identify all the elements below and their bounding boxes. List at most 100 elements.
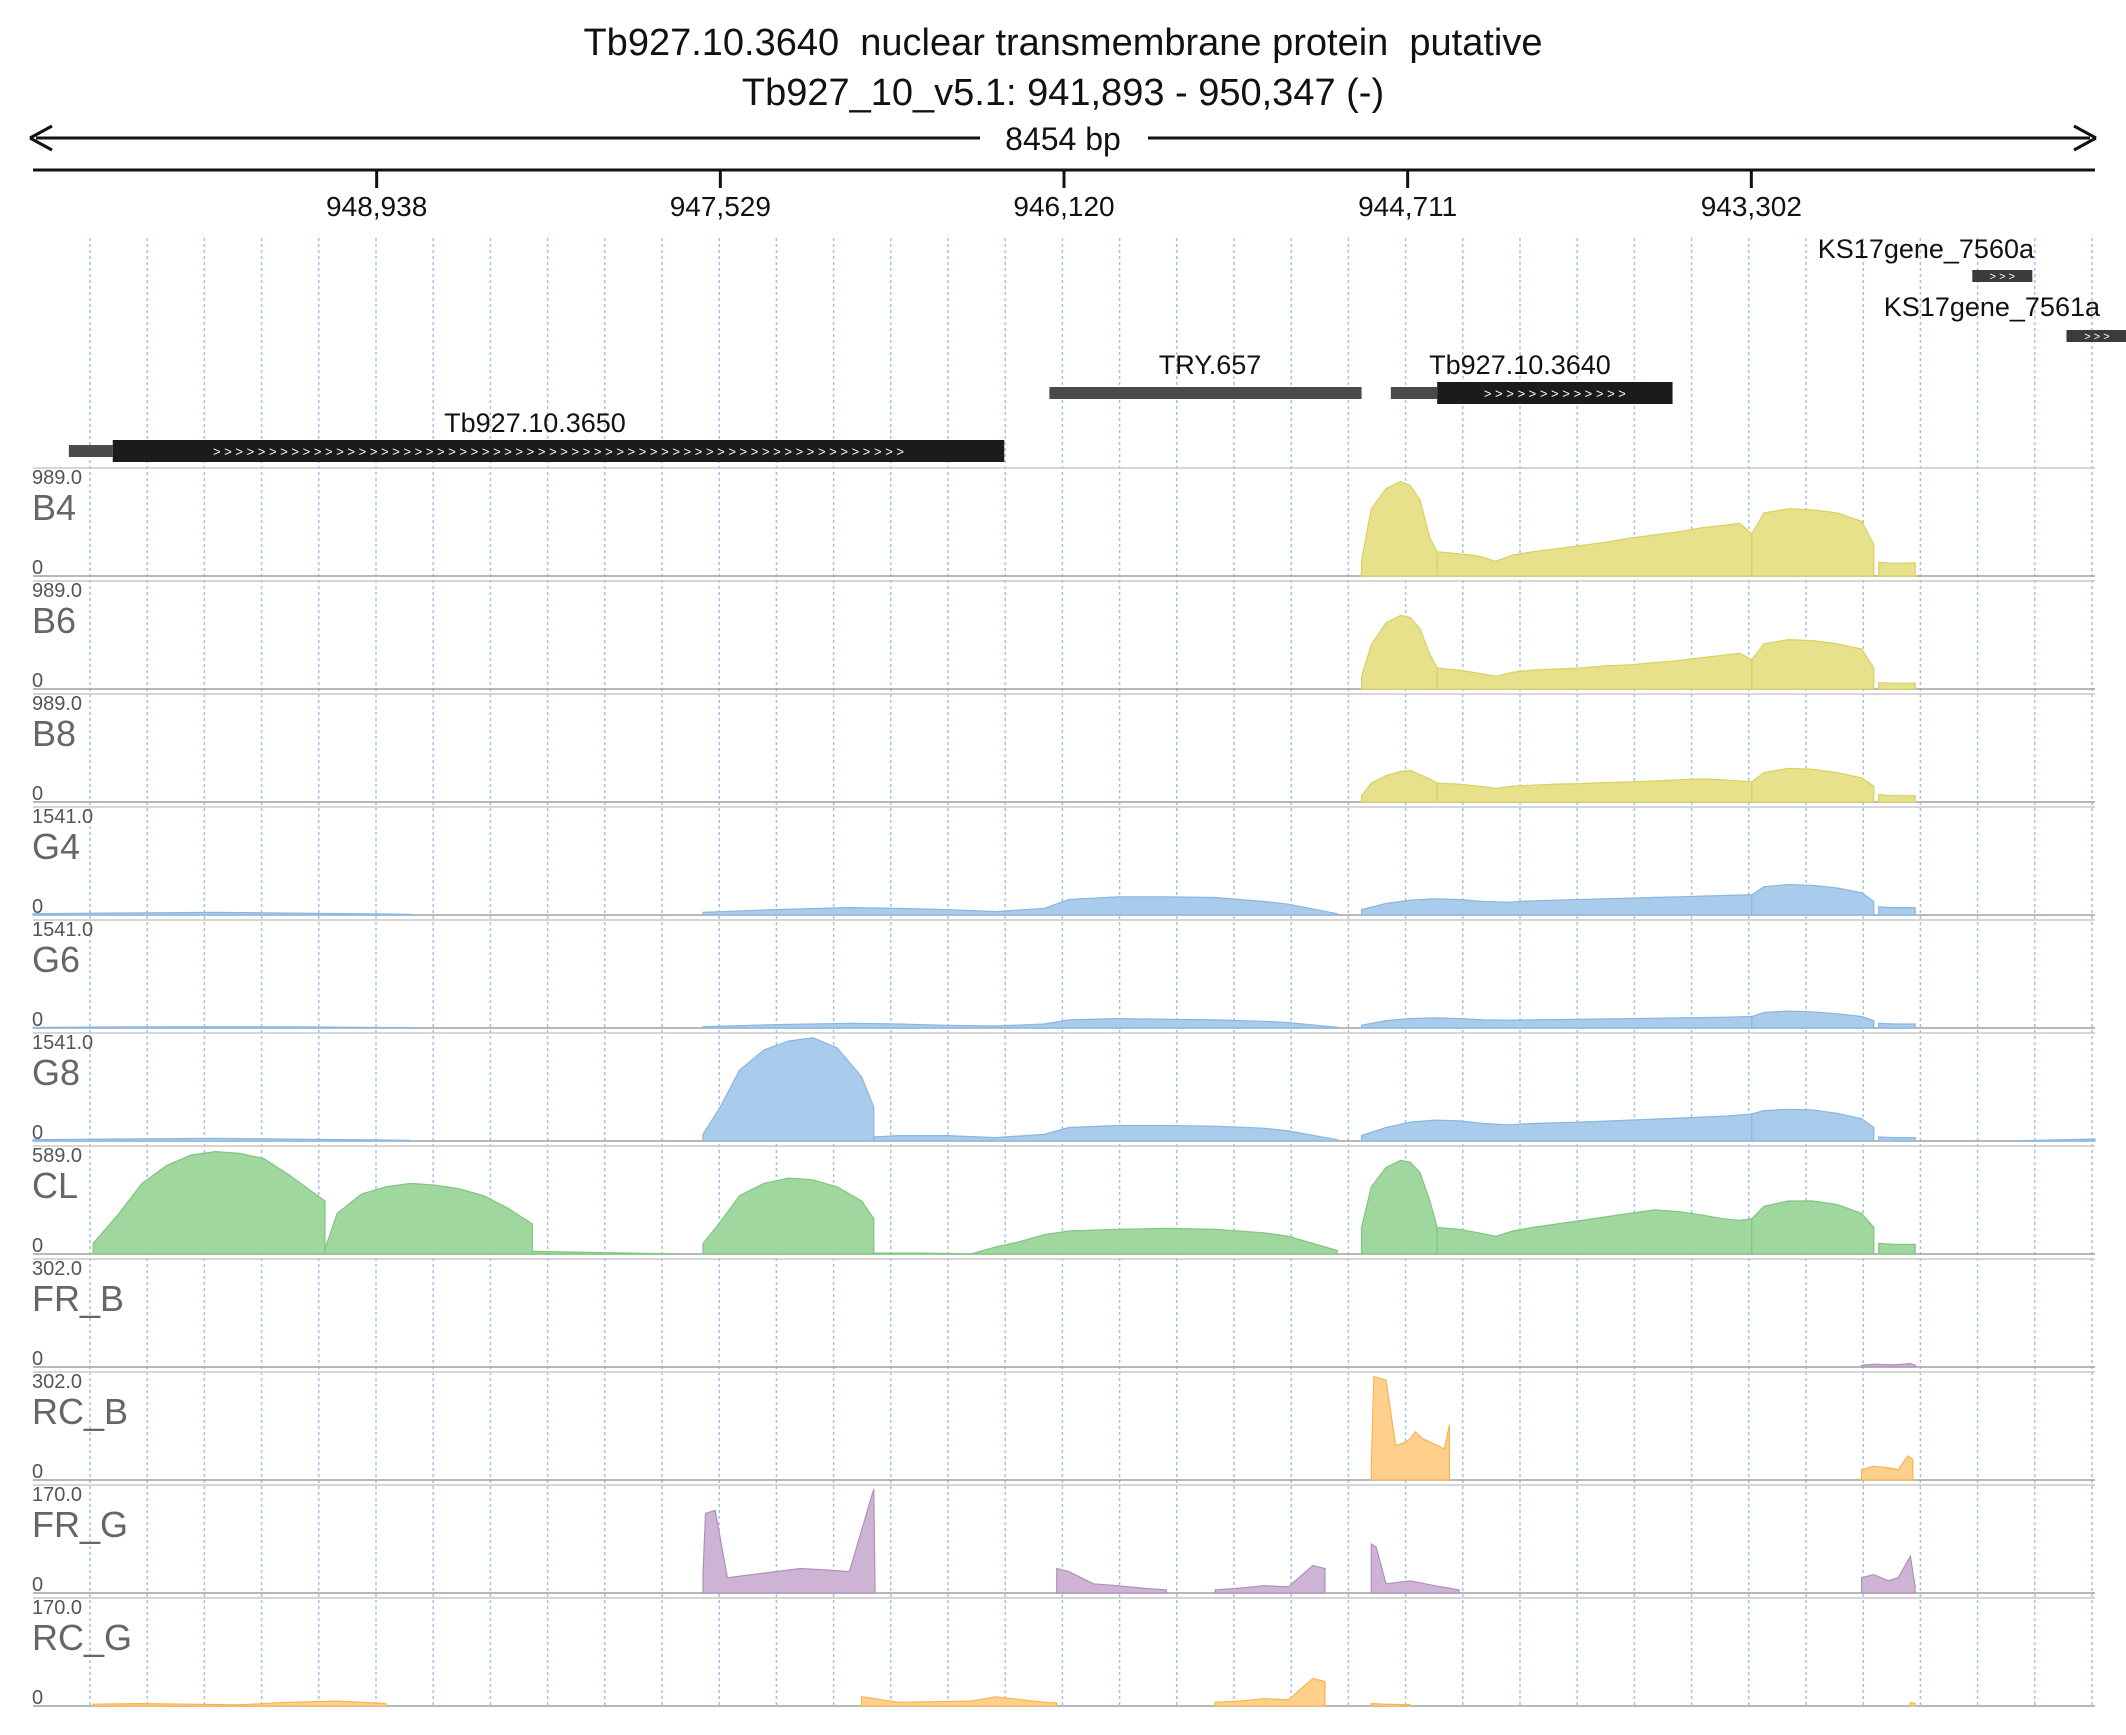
- feature-arrows: > > >: [1990, 271, 2015, 283]
- coverage-area: [1861, 1554, 1916, 1594]
- track-g8: 1541.0G8 0: [32, 1032, 2096, 1144]
- track-min-label: 0: [32, 783, 43, 805]
- coverage-area: [861, 1696, 1058, 1707]
- coverage-area: [531, 1250, 679, 1255]
- coverage-area: [324, 1182, 533, 1255]
- feature-bar: [112, 440, 1005, 462]
- ruler-tick-label: 947,529: [670, 191, 771, 222]
- feature-try-657: TRY.657: [1049, 350, 1362, 399]
- feature-ks17gene-7560a: > > > KS17gene_7560a: [1818, 234, 2035, 283]
- track-rc-g: 170.0RC_G 0: [32, 1597, 2095, 1709]
- coverage-area: [1751, 1200, 1875, 1255]
- track-name: RC_B: [32, 1391, 128, 1432]
- track-max-label: 170.0: [32, 1597, 82, 1619]
- track-min-label: 0: [32, 1122, 43, 1144]
- track-name: FR_B: [32, 1278, 124, 1319]
- coverage-area: [1214, 1564, 1326, 1594]
- coverage-area: [873, 1124, 1338, 1142]
- coverage-area: [1056, 1567, 1167, 1594]
- coverage-area: [1878, 1136, 1916, 1142]
- gene-title: Tb927.10.3640 nuclear transmembrane prot…: [583, 22, 1543, 64]
- coverage-area: [873, 1227, 1338, 1255]
- coverage-area: [1370, 1543, 1460, 1594]
- feature-bar: [1049, 387, 1362, 399]
- coverage-area: [1370, 1702, 1411, 1707]
- coverage-area: [1878, 906, 1916, 916]
- coverage-area: [702, 1488, 876, 1594]
- ruler-tick-label: 946,120: [1013, 191, 1114, 222]
- ruler-tick-label: 943,302: [1701, 191, 1802, 222]
- feature-label: KS17gene_7560a: [1818, 234, 2035, 264]
- track-rc-b: 302.0RC_B 0: [32, 1371, 2095, 1483]
- span-label: 8454 bp: [1005, 121, 1121, 157]
- coverage-area: [1751, 638, 1875, 690]
- coverage-area: [1751, 767, 1875, 803]
- coverage-area: [1751, 1010, 1875, 1029]
- track-name: G8: [32, 1052, 80, 1093]
- coverage-area: [1361, 614, 1438, 690]
- track-max-label: 302.0: [32, 1371, 82, 1393]
- track-name: FR_G: [32, 1504, 128, 1545]
- span-arrow-right: [2073, 124, 2097, 152]
- coverage-area: [1751, 508, 1875, 577]
- coverage-area: [1878, 682, 1916, 690]
- track-max-label: 989.0: [32, 693, 82, 715]
- coverage-area: [1878, 1242, 1916, 1255]
- track-min-label: 0: [32, 1348, 43, 1370]
- track-min-label: 0: [32, 1235, 43, 1257]
- track-fr-b: 302.0FR_B 0: [32, 1258, 2095, 1370]
- feature-tb927-10-3650: > > > > > > > > > > > > > > > > > > > > …: [68, 408, 1005, 462]
- coverage-area: [32, 911, 411, 916]
- coverage-area: [1361, 1159, 1438, 1255]
- coverage-area: [1436, 652, 1753, 690]
- span-arrow-left: [29, 124, 53, 152]
- feature-label: Tb927.10.3640: [1429, 350, 1611, 380]
- track-cl: 589.0CL 0: [32, 1145, 2095, 1257]
- track-max-label: 1541.0: [32, 919, 93, 941]
- track-b6: 989.0B6 0: [32, 580, 2095, 692]
- coverage-area: [92, 1700, 387, 1707]
- coverage-area: [1878, 793, 1916, 803]
- coverage-area: [2019, 1138, 2096, 1142]
- track-b8: 989.0B8 0: [32, 693, 2095, 805]
- coverage-area: [1878, 561, 1916, 577]
- track-max-label: 989.0: [32, 580, 82, 602]
- coverage-area: [1214, 1677, 1326, 1707]
- track-min-label: 0: [32, 1461, 43, 1483]
- feature-utr: [68, 445, 113, 457]
- feature-arrows: > > > > > > > > > > > > > > > > > > > > …: [213, 444, 904, 459]
- ruler-tick-label: 948,938: [326, 191, 427, 222]
- coverage-area: [1436, 1209, 1753, 1255]
- grid-lines: [89, 238, 2093, 1705]
- track-max-label: 170.0: [32, 1484, 82, 1506]
- feature-utr: [1390, 387, 1438, 399]
- track-min-label: 0: [32, 670, 43, 692]
- track-b4: 989.0B4 0: [32, 467, 2095, 579]
- track-g6: 1541.0G6 0: [32, 919, 2095, 1031]
- feature-label: KS17gene_7561a: [1884, 292, 2101, 322]
- track-min-label: 0: [32, 557, 43, 579]
- coverage-area: [1861, 1455, 1914, 1481]
- track-min-label: 0: [32, 1687, 43, 1709]
- feature-ks17gene-7561a: > > > KS17gene_7561a: [1884, 292, 2126, 343]
- track-g4: 1541.0G4 0: [32, 806, 2095, 918]
- track-name: B4: [32, 487, 76, 528]
- coverage-area: [32, 1137, 411, 1142]
- coverage-area: [1370, 1375, 1450, 1481]
- coverage-area: [92, 1150, 326, 1255]
- coverage-area: [702, 1177, 875, 1255]
- feature-label: Tb927.10.3650: [444, 408, 626, 438]
- feature-arrows: > > > > > > > > > > > > >: [1484, 386, 1626, 401]
- feature-bar: [1972, 270, 2033, 282]
- coverage-area: [32, 1026, 411, 1029]
- track-name: B6: [32, 600, 76, 641]
- coverage-area: [1878, 1022, 1916, 1029]
- track-min-label: 0: [32, 1574, 43, 1596]
- coverage-area: [1361, 894, 1753, 916]
- coverage-area: [1751, 883, 1875, 916]
- coverage-area: [702, 1017, 1338, 1029]
- coverage-area: [702, 896, 1338, 916]
- track-max-label: 1541.0: [32, 1032, 93, 1054]
